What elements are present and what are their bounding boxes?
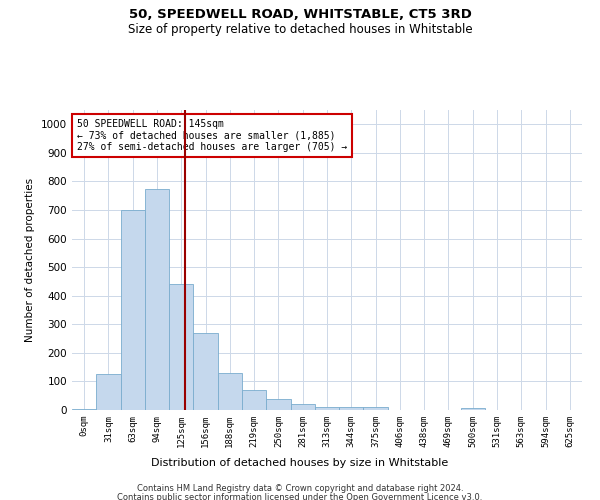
Bar — [218, 373, 242, 410]
Y-axis label: Number of detached properties: Number of detached properties — [25, 178, 35, 342]
Text: 50 SPEEDWELL ROAD: 145sqm
← 73% of detached houses are smaller (1,885)
27% of se: 50 SPEEDWELL ROAD: 145sqm ← 73% of detac… — [77, 119, 347, 152]
Text: Contains HM Land Registry data © Crown copyright and database right 2024.: Contains HM Land Registry data © Crown c… — [137, 484, 463, 493]
Bar — [145, 188, 169, 410]
Bar — [72, 408, 96, 410]
Text: Size of property relative to detached houses in Whitstable: Size of property relative to detached ho… — [128, 22, 472, 36]
Bar — [96, 374, 121, 410]
Text: 50, SPEEDWELL ROAD, WHITSTABLE, CT5 3RD: 50, SPEEDWELL ROAD, WHITSTABLE, CT5 3RD — [128, 8, 472, 20]
Bar — [364, 407, 388, 410]
Bar — [339, 407, 364, 410]
Bar — [193, 333, 218, 410]
Bar — [169, 284, 193, 410]
Bar — [290, 404, 315, 410]
Bar — [242, 390, 266, 410]
Bar — [461, 408, 485, 410]
Text: Contains public sector information licensed under the Open Government Licence v3: Contains public sector information licen… — [118, 493, 482, 500]
Bar — [121, 210, 145, 410]
Bar — [315, 407, 339, 410]
Bar — [266, 399, 290, 410]
Text: Distribution of detached houses by size in Whitstable: Distribution of detached houses by size … — [151, 458, 449, 468]
